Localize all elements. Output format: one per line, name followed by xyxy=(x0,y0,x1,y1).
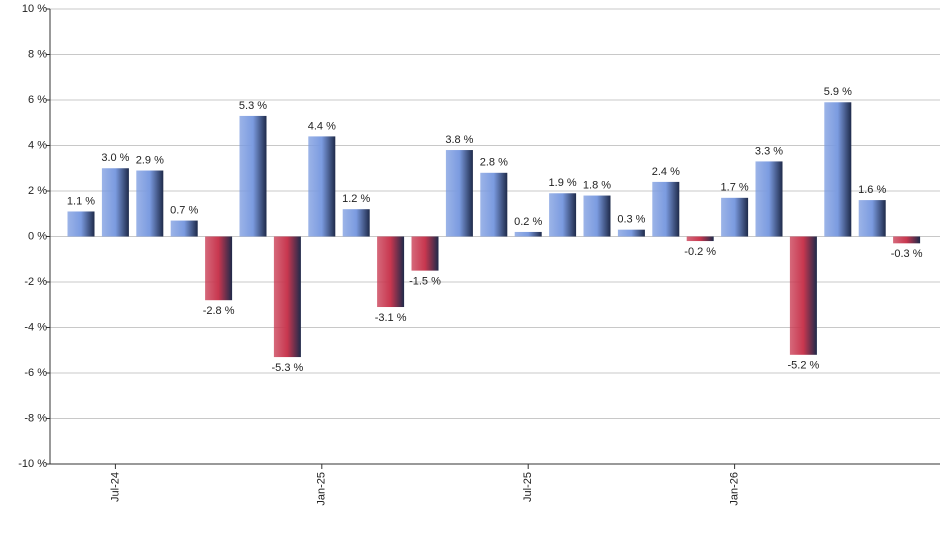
bar xyxy=(583,195,611,237)
bar xyxy=(67,211,95,237)
value-label: 1.7 % xyxy=(721,182,749,194)
value-label: 2.9 % xyxy=(136,154,164,166)
y-tick-label: 10 % xyxy=(22,3,47,15)
bar xyxy=(205,236,233,301)
y-tick-label: -4 % xyxy=(24,321,47,333)
bar xyxy=(342,209,370,237)
bar xyxy=(411,236,439,271)
x-tick-label: Jan-25 xyxy=(316,472,328,506)
x-tick-label: Jan-26 xyxy=(729,472,741,506)
y-tick-label: -2 % xyxy=(24,276,47,288)
value-label: -0.3 % xyxy=(891,248,923,260)
bar xyxy=(273,236,301,358)
bar xyxy=(170,220,198,237)
bar xyxy=(755,161,783,237)
y-tick-label: 8 % xyxy=(28,48,47,60)
value-label: 1.1 % xyxy=(67,195,95,207)
y-tick-label: 2 % xyxy=(28,185,47,197)
bar xyxy=(893,236,921,244)
value-label: 1.2 % xyxy=(342,193,370,205)
bar xyxy=(136,170,164,237)
value-label: 3.8 % xyxy=(445,134,473,146)
bar xyxy=(686,236,714,242)
value-label: 0.2 % xyxy=(514,216,542,228)
bar xyxy=(377,236,405,308)
value-label: 0.3 % xyxy=(617,214,645,226)
bar xyxy=(101,168,129,237)
bar xyxy=(514,231,542,237)
bar xyxy=(239,115,267,237)
bar xyxy=(652,181,680,237)
value-label: -0.2 % xyxy=(684,246,716,258)
value-label: -5.3 % xyxy=(272,362,304,374)
y-tick-label: -6 % xyxy=(24,367,47,379)
value-label: 3.0 % xyxy=(101,152,129,164)
x-tick-label: Jul-24 xyxy=(109,472,121,502)
bar xyxy=(617,229,645,237)
bar xyxy=(445,150,473,237)
value-label: 0.7 % xyxy=(170,204,198,216)
bar xyxy=(858,200,886,237)
value-label: -3.1 % xyxy=(375,312,407,324)
value-label: 2.4 % xyxy=(652,166,680,178)
bar xyxy=(480,172,508,237)
x-tick-label: Jul-25 xyxy=(522,472,534,502)
y-tick-label: 6 % xyxy=(28,94,47,106)
value-label: 3.3 % xyxy=(755,145,783,157)
bar xyxy=(824,102,852,237)
value-label: -5.2 % xyxy=(788,360,820,372)
value-label: 5.3 % xyxy=(239,100,267,112)
bar xyxy=(721,197,749,237)
value-label: 2.8 % xyxy=(480,157,508,169)
value-label: 1.8 % xyxy=(583,179,611,191)
value-label: 5.9 % xyxy=(824,86,852,98)
y-tick-label: 4 % xyxy=(28,139,47,151)
bar xyxy=(549,193,577,237)
value-label: 1.6 % xyxy=(858,184,886,196)
value-label: 1.9 % xyxy=(549,177,577,189)
bar xyxy=(789,236,817,355)
y-tick-label: -8 % xyxy=(24,412,47,424)
y-tick-label: 0 % xyxy=(28,230,47,242)
value-label: -2.8 % xyxy=(203,305,235,317)
y-tick-label: -10 % xyxy=(18,458,47,470)
bar xyxy=(308,136,336,237)
value-label: -1.5 % xyxy=(409,276,441,288)
value-label: 4.4 % xyxy=(308,120,336,132)
